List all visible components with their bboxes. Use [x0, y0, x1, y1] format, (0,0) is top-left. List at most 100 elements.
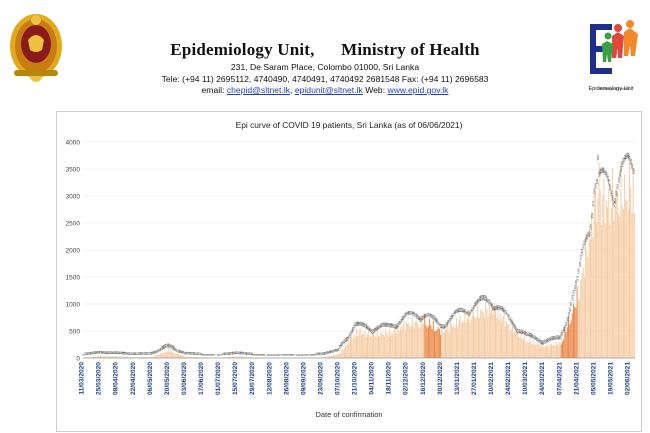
email-link-chepid[interactable]: chepid@sltnet.lk: [226, 85, 291, 95]
chart-bar-39: [130, 357, 132, 358]
chart-bar-252: [390, 335, 392, 358]
x-tick-label-4: 06/05/2020: [147, 362, 154, 395]
data-label-299: 548: [445, 322, 449, 327]
chart-bar-41: [133, 356, 135, 358]
data-label-95: 14: [196, 352, 200, 355]
chart-bar-293: [440, 334, 442, 358]
chart-bar-134: [246, 357, 248, 358]
chart-bar-370: [533, 345, 535, 358]
data-label-85: 26: [184, 351, 188, 354]
chart-bar-448: [629, 160, 630, 358]
chart-bar-303: [452, 327, 454, 358]
data-label-15: 42: [99, 350, 103, 353]
data-label-305: 744: [452, 311, 456, 316]
data-label-363: 386: [523, 330, 527, 335]
x-tick-label-23: 27/01/2021: [471, 362, 478, 395]
data-label-97: 11: [199, 352, 203, 355]
data-label-81: 48: [179, 350, 183, 353]
data-label-228: 559: [358, 321, 362, 326]
data-label-271: 746: [411, 311, 415, 316]
data-label-395: 460: [562, 326, 566, 331]
contact-line: email: chepid@sltnet.lk, epidunit@sltnet…: [0, 85, 650, 95]
data-label-146: 9: [259, 354, 263, 356]
chart-bar-288: [434, 331, 436, 358]
chart-bar-25: [113, 356, 115, 358]
data-label-440: 3203: [617, 177, 621, 183]
data-label-201: 35: [326, 351, 330, 354]
data-label-233: 504: [365, 324, 369, 329]
chart-bar-354: [514, 330, 516, 358]
x-tick-label-15: 07/10/2020: [335, 362, 342, 395]
data-label-227: 561: [357, 321, 361, 326]
chart-bar-373: [537, 343, 539, 358]
web-link[interactable]: www.epid.gov.lk: [387, 85, 449, 95]
data-label-25: 35: [111, 351, 115, 354]
email-link-epidunit[interactable]: epidunit@sltnet.lk: [294, 85, 363, 95]
x-tick-label-0: 11/03/2020: [79, 362, 86, 395]
data-label-259: 535: [396, 322, 400, 327]
chart-bar-40: [131, 357, 133, 358]
data-label-130: 28: [239, 351, 243, 354]
data-label-187: 8: [308, 354, 312, 356]
chart-bar-290: [436, 329, 438, 358]
chart-bar-289: [435, 330, 437, 358]
chart-bar-20: [107, 356, 109, 358]
data-label-260: 568: [397, 320, 401, 325]
chart-bar-21: [108, 356, 110, 358]
chart-bar-451: [632, 167, 634, 358]
chart-bar-127: [237, 356, 239, 358]
data-label-169: 9: [287, 354, 291, 356]
chart-bar-401: [571, 313, 573, 358]
chart-bar-376: [541, 343, 543, 358]
data-label-252: 528: [388, 323, 392, 328]
chart-bar-375: [540, 347, 542, 358]
data-label-431: 3236: [606, 175, 610, 181]
data-label-409: 1770: [579, 254, 583, 260]
data-label-372: 287: [534, 336, 538, 341]
chart-bar-30: [119, 356, 121, 358]
data-label-359: 417: [518, 329, 522, 334]
data-label-439: 3081: [616, 183, 620, 189]
chart-bar-131: [242, 356, 244, 358]
chart-bar-323: [476, 303, 478, 358]
data-label-365: 367: [525, 331, 529, 336]
data-label-425: 3358: [598, 168, 602, 174]
data-label-123: 26: [230, 351, 234, 354]
chart-bar-247: [384, 336, 386, 358]
chart-bar-201: [328, 356, 329, 358]
data-label-413: 2113: [584, 236, 588, 242]
data-label-340: 858: [495, 305, 499, 310]
y-tick-label-4: 2000: [66, 248, 81, 255]
chart-bar-84: [185, 356, 187, 358]
data-label-133: 22: [243, 351, 247, 354]
data-label-441: 3314: [618, 171, 622, 177]
data-label-306: 768: [453, 310, 457, 315]
chart-bar-433: [610, 207, 612, 358]
chart-bar-27: [116, 356, 117, 358]
data-label-147: 9: [260, 354, 264, 356]
data-label-96: 12: [198, 352, 202, 355]
address: 231, De Saram Place, Colombo 01000, Sri …: [230, 62, 420, 72]
data-label-347: 776: [503, 309, 507, 314]
chart-bar-364: [526, 342, 528, 358]
chart-bar-29: [118, 356, 120, 358]
data-label-219: 327: [347, 333, 351, 338]
data-label-400: 827: [568, 306, 572, 311]
chart-bar-333: [488, 304, 490, 358]
chart-bar-278: [421, 324, 423, 358]
chart-bar-449: [630, 187, 632, 358]
data-label-366: 361: [527, 332, 531, 337]
chart-bar-388: [555, 341, 557, 358]
chart-bar-379: [544, 346, 546, 358]
data-label-452: 3368: [631, 168, 635, 174]
data-label-375: 236: [538, 338, 542, 343]
data-label-357: 419: [516, 328, 520, 333]
data-label-417: 2334: [589, 224, 593, 230]
chart-bar-330: [485, 301, 487, 358]
chart-bar-52: [146, 357, 148, 358]
chart-bar-321: [474, 316, 476, 358]
data-label-64: 94: [159, 347, 163, 350]
data-label-262: 634: [400, 317, 404, 322]
data-label-427: 3389: [601, 167, 605, 173]
data-label-27: 35: [114, 351, 118, 354]
